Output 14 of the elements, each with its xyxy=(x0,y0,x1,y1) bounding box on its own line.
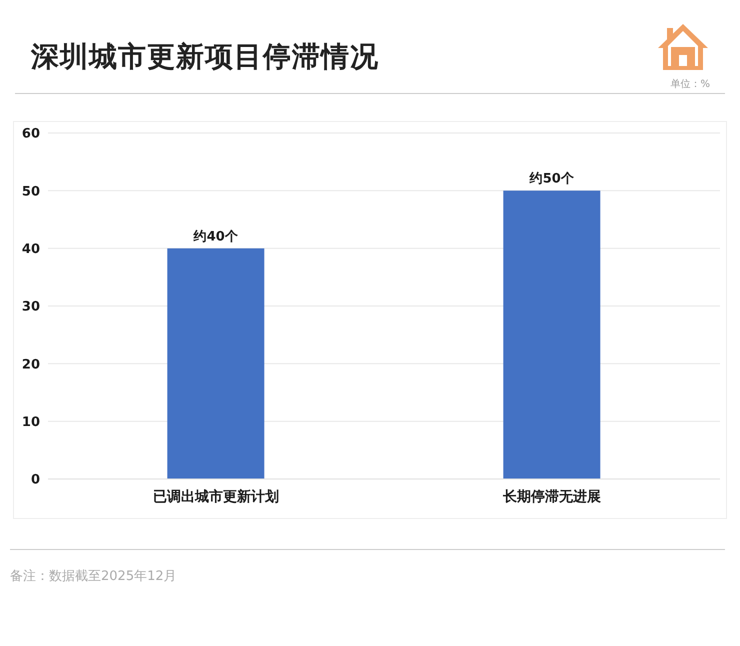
y-tick-label: 0 xyxy=(30,472,40,488)
text: 备注：数据截至2025年12月 xyxy=(10,568,177,585)
data-label: 约50个 xyxy=(528,172,575,187)
x-tick-label: 长期停滞无进展 xyxy=(502,488,601,505)
y-tick-label: 40 xyxy=(22,242,40,257)
y-tick-label: 20 xyxy=(22,357,40,372)
y-tick-label: 60 xyxy=(22,126,40,142)
y-tick-label: 10 xyxy=(22,414,40,430)
x-tick-label: 已调出城市更新计划 xyxy=(153,488,279,505)
y-tick-label: 50 xyxy=(22,184,40,200)
chart-title: 深圳城市更新项目停滞情况 xyxy=(31,39,379,75)
y-tick-label: 30 xyxy=(22,300,40,315)
data-label: 约40个 xyxy=(192,229,239,244)
text: 单位：% xyxy=(670,78,710,91)
